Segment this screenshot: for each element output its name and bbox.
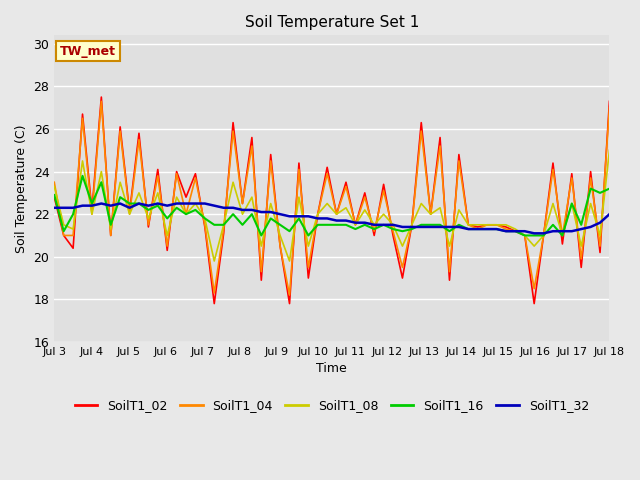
- Title: Soil Temperature Set 1: Soil Temperature Set 1: [244, 15, 419, 30]
- Legend: SoilT1_02, SoilT1_04, SoilT1_08, SoilT1_16, SoilT1_32: SoilT1_02, SoilT1_04, SoilT1_08, SoilT1_…: [70, 394, 594, 417]
- X-axis label: Time: Time: [317, 362, 348, 375]
- Y-axis label: Soil Temperature (C): Soil Temperature (C): [15, 124, 28, 253]
- Text: TW_met: TW_met: [60, 45, 116, 58]
